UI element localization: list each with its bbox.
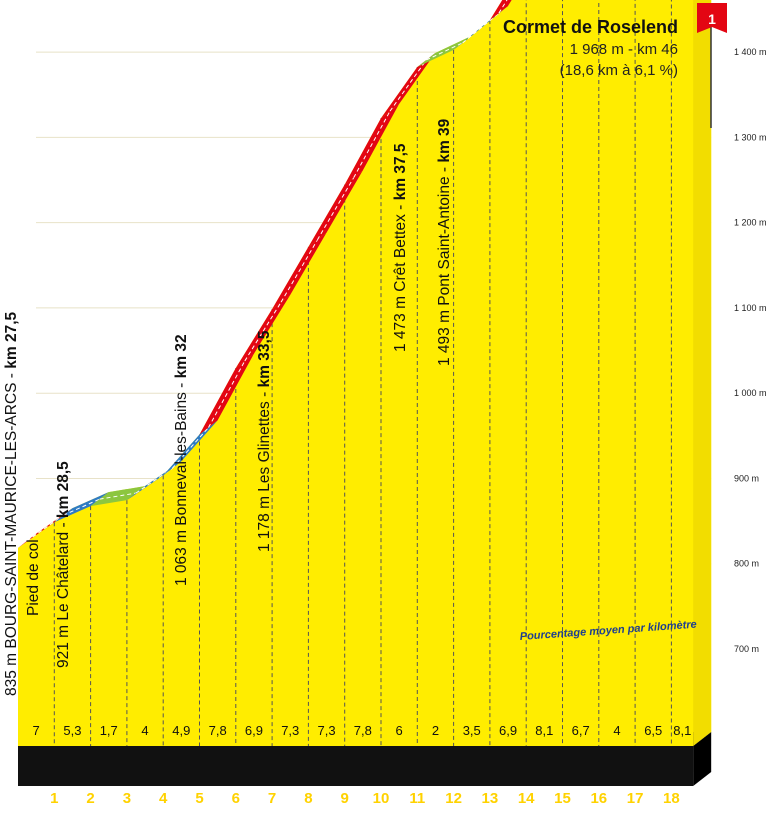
- km-label: 4: [159, 790, 168, 807]
- gradient-label: 6,9: [245, 723, 263, 738]
- ribbon-centerline: [389, 59, 427, 112]
- ribbon-centerline: [462, 12, 500, 44]
- ribbon-centerline: [208, 360, 246, 428]
- y-tick-label: 800 m: [734, 559, 759, 569]
- summit-altitude-km: 1 968 m - km 46: [570, 41, 678, 58]
- waypoint-km: km 39: [436, 118, 453, 162]
- km-label: 2: [86, 790, 94, 807]
- y-tick-label: 1 000 m: [734, 388, 767, 398]
- waypoint-label: 921 m Le Châtelard - km 28,5: [55, 461, 72, 668]
- gradient-label: 7,8: [354, 723, 372, 738]
- waypoint-km: km 28,5: [55, 461, 72, 518]
- gradient-label: 7,3: [318, 723, 336, 738]
- gradient-segment: [163, 420, 218, 476]
- gradient-labels: 7 5,3 1,7 4 4,9 7,8 6,9 7,3 7,3 7,8 6 2 3,5 6,9 8,1 6,7…: [33, 723, 692, 738]
- ribbon-centerline: [280, 239, 318, 303]
- y-tick-label: 700 m: [734, 644, 759, 654]
- km-dividers: [53, 0, 672, 746]
- gradient-label: 8,1: [673, 723, 691, 738]
- km-label: 5: [195, 790, 203, 807]
- gradient-label: 8,1: [535, 723, 553, 738]
- summit-marker: 1: [697, 3, 727, 128]
- km-label: 14: [518, 790, 535, 807]
- km-band: [18, 746, 694, 786]
- km-label: 18: [663, 790, 680, 807]
- category-number: 1: [708, 11, 716, 27]
- summit-title: Cormet de Roselend: [503, 17, 678, 37]
- ribbon-centerline: [26, 514, 64, 542]
- ribbon-centerline: [171, 427, 209, 469]
- waypoint-name: 1 178 m Les Glinettes -: [256, 387, 273, 552]
- gradient-label: 6: [396, 723, 403, 738]
- gradient-label: 6,9: [499, 723, 517, 738]
- y-tick-label: 1 400 m: [734, 47, 767, 57]
- gradient-label: 4: [141, 723, 148, 738]
- gradient-segment: [235, 295, 291, 368]
- gradient-segment: [90, 486, 145, 507]
- profile-area: [18, 0, 712, 746]
- km-label: 6: [232, 790, 240, 807]
- waypoint-name: 921 m Le Châtelard -: [55, 518, 72, 668]
- gradient-label: 4,9: [172, 723, 190, 738]
- waypoint-label: 835 m BOURG-SAINT-MAURICE-LES-ARCS - km …: [3, 311, 20, 696]
- waypoint-note: Pied de col: [25, 539, 42, 616]
- gradient-label: 7: [33, 723, 40, 738]
- waypoint-label: 1 473 m Crêt Bettex - km 37,5: [392, 143, 409, 352]
- km-label: 1: [50, 790, 58, 807]
- km-labels: 1 2 3 4 5 6 7 8 9 10 11 12 13 14 15 16 17 18: [50, 790, 680, 807]
- y-tick-label: 1 300 m: [734, 132, 767, 142]
- waypoint-label: 1 178 m Les Glinettes - km 33,5: [256, 330, 273, 552]
- waypoint-km: km 33,5: [256, 330, 273, 387]
- y-tick-label: 1 100 m: [734, 303, 767, 313]
- gradient-segment: [54, 492, 109, 523]
- gradient-label: 4: [613, 723, 620, 738]
- waypoint-label: 1 493 m Pont Saint-Antoine - km 39: [436, 118, 453, 366]
- gradient-label: 3,5: [463, 723, 481, 738]
- km-label: 3: [123, 790, 131, 807]
- gradient-label: 2: [432, 723, 439, 738]
- km-label: 7: [268, 790, 276, 807]
- km-label: 9: [341, 790, 349, 807]
- km-label: 13: [482, 790, 499, 807]
- waypoint-name: 1 063 m Bonneval-les-Bains -: [173, 378, 190, 586]
- km-label: 12: [445, 790, 462, 807]
- summit-stats: (18,6 km à 6,1 %): [560, 62, 678, 79]
- gradient-ribbon: [18, 0, 512, 548]
- gradient-label: 1,7: [100, 723, 118, 738]
- km-label: 8: [304, 790, 312, 807]
- gradient-label: 5,3: [63, 723, 81, 738]
- gradient-label: 7,8: [209, 723, 227, 738]
- waypoint-km: km 27,5: [3, 311, 20, 368]
- waypoint-name: 1 473 m Crêt Bettex -: [392, 200, 409, 352]
- ribbon-centerline: [244, 301, 282, 362]
- gradient-label: 6,5: [644, 723, 662, 738]
- gradient-label: 6,7: [572, 723, 590, 738]
- waypoint-name: 1 493 m Pont Saint-Antoine -: [436, 163, 453, 366]
- km-label: 16: [590, 790, 607, 807]
- category-flag-icon: [697, 3, 727, 33]
- base-side: [693, 732, 712, 786]
- km-label: 15: [554, 790, 571, 807]
- y-tick-label: 900 m: [734, 473, 759, 483]
- altitude-axis: 700 m 800 m 900 m 1 000 m 1 100 m 1 200 m 1 30…: [734, 47, 767, 654]
- waypoint-km: km 37,5: [392, 143, 409, 200]
- profile-side: [693, 0, 712, 746]
- waypoint-km: km 32: [173, 334, 190, 378]
- profile-face: [18, 0, 694, 746]
- waypoint-labels: 835 m BOURG-SAINT-MAURICE-LES-ARCS - km …: [3, 118, 453, 696]
- gradient-segment: [417, 35, 472, 67]
- ribbon-centerline: [353, 110, 391, 178]
- ribbon-centerline: [99, 492, 136, 500]
- ribbon-centerline: [316, 177, 355, 241]
- waypoint-label: 1 063 m Bonneval-les-Bains - km 32: [173, 334, 190, 586]
- km-label: 10: [373, 790, 390, 807]
- km-label: 17: [627, 790, 644, 807]
- waypoint-name: 835 m BOURG-SAINT-MAURICE-LES-ARCS -: [3, 369, 20, 696]
- y-tick-label: 1 200 m: [734, 218, 767, 228]
- gradient-label: 7,3: [281, 723, 299, 738]
- km-label: 11: [409, 790, 425, 807]
